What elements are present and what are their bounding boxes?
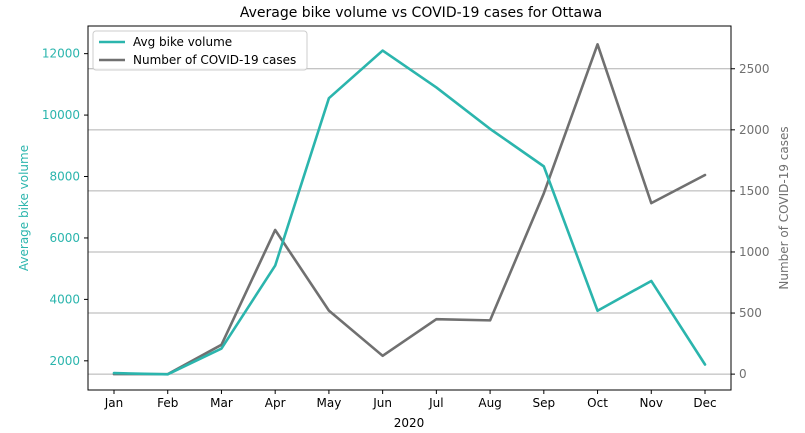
plot-frame — [87, 25, 732, 391]
x-tick-label: Jan — [104, 396, 124, 410]
y-left-tick-label: 2000 — [49, 354, 80, 368]
y-right-tick-label: 1000 — [739, 245, 770, 259]
x-axis-label: 2020 — [394, 416, 425, 430]
series-line-covid-cases — [112, 43, 707, 376]
y-left-tick-label: 8000 — [49, 170, 80, 184]
legend-label: Number of COVID-19 cases — [133, 53, 296, 67]
legend-label: Avg bike volume — [133, 35, 232, 49]
legend: Avg bike volume Number of COVID-19 cases — [92, 30, 308, 71]
x-tick-label: Nov — [640, 396, 663, 410]
series-lines — [112, 43, 707, 376]
y-left-tick-label: 10000 — [42, 108, 80, 122]
x-tick-label: Sep — [533, 396, 556, 410]
y-right-tick-label: 0 — [739, 367, 747, 381]
x-tick-label: Mar — [210, 396, 233, 410]
y-right-tick-label: 500 — [739, 306, 762, 320]
x-tick-label: May — [317, 396, 342, 410]
x-tick-label: Oct — [587, 396, 608, 410]
y-left-axis-label: Average bike volume — [17, 145, 31, 271]
y-right-tick-label: 2000 — [739, 123, 770, 137]
chart-title: Average bike volume vs COVID-19 cases fo… — [240, 5, 602, 21]
y-right-tick-label: 2500 — [739, 62, 770, 76]
grid-lines — [88, 68, 731, 375]
x-tick-label: Dec — [693, 396, 716, 410]
y-left-tick-label: 6000 — [49, 231, 80, 245]
x-tick-label: Aug — [478, 396, 501, 410]
x-tick-label: Jun — [372, 396, 392, 410]
y-left-tick-label: 12000 — [42, 47, 80, 61]
y-left-tick-label: 4000 — [49, 292, 80, 306]
y-right-tick-label: 1500 — [739, 184, 770, 198]
legend-box — [92, 30, 308, 71]
x-tick-label: Jul — [428, 396, 443, 410]
axis-ticks: 2000 4000 6000 8000 10000 12000 0 500 1000 1500 20… — [42, 47, 770, 410]
series-line-avg-bike-volume — [112, 49, 707, 376]
x-tick-label: Apr — [265, 396, 286, 410]
x-tick-label: Feb — [157, 396, 178, 410]
y-right-axis-label: Number of COVID-19 cases — [777, 126, 791, 289]
